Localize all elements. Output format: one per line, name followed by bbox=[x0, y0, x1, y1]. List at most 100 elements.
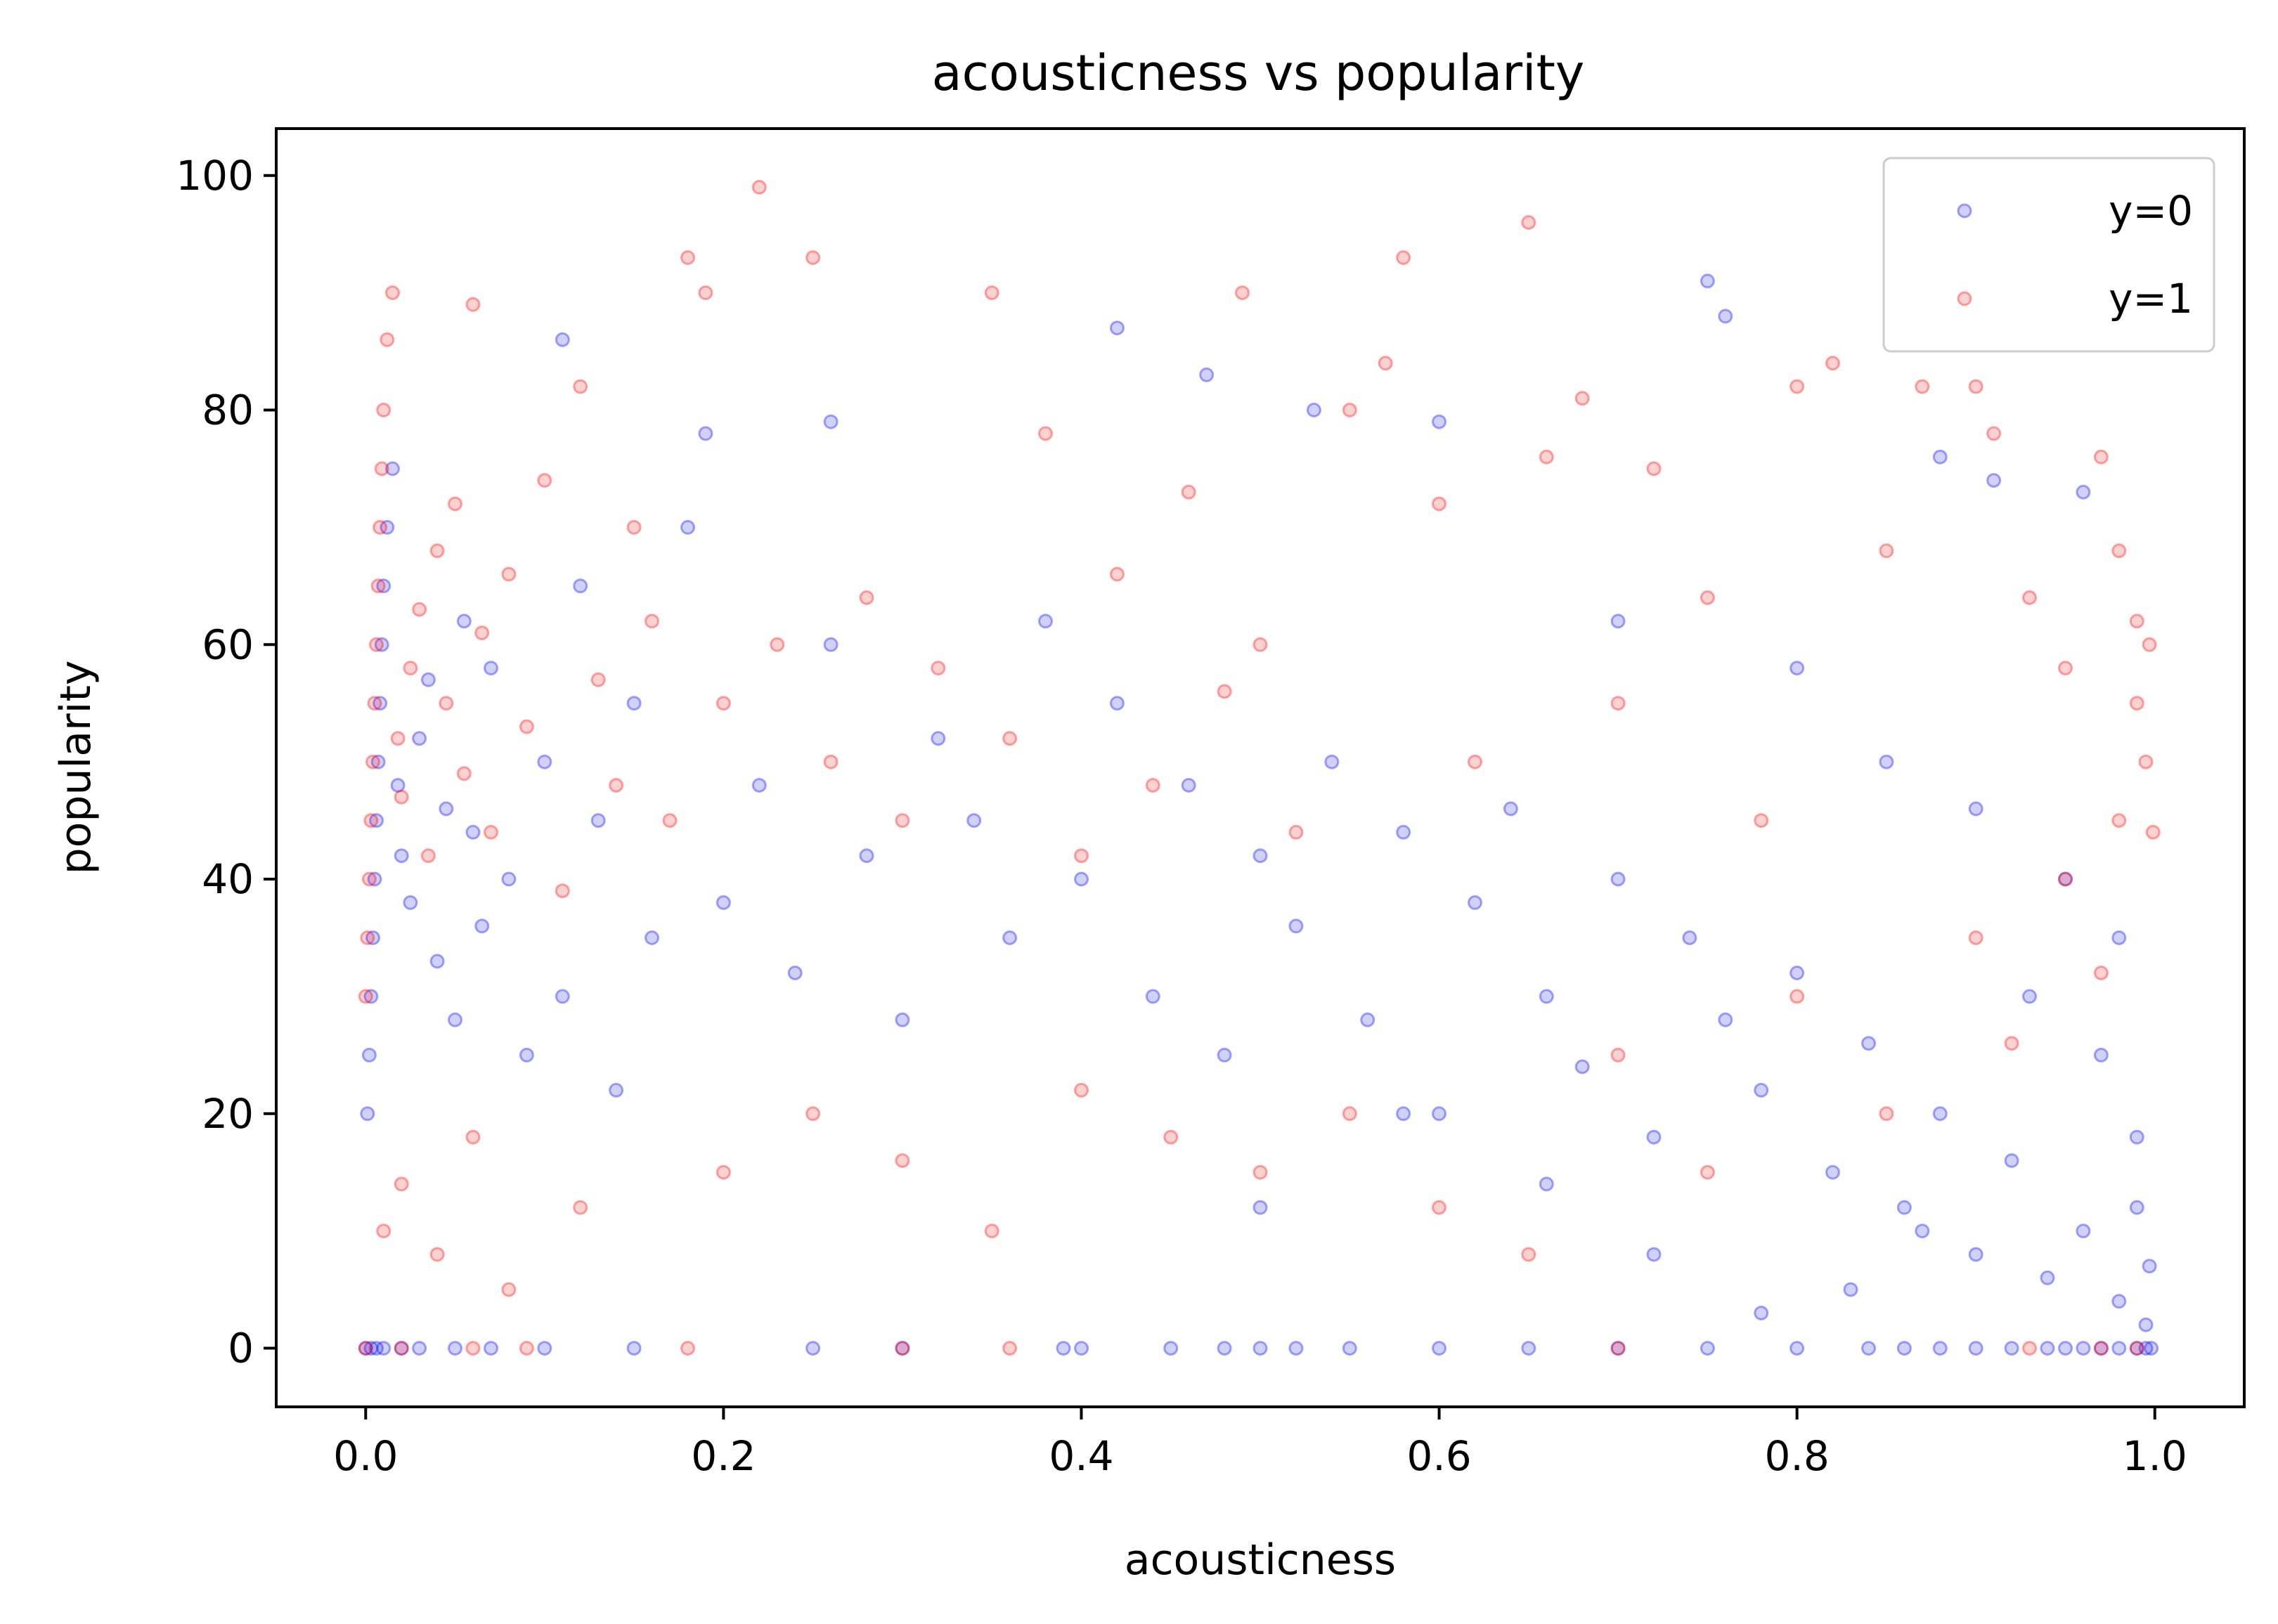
point-series-0-35 bbox=[2138, 1341, 2154, 1356]
point-series-0-2 bbox=[369, 1341, 384, 1356]
point-series-0-57 bbox=[456, 613, 472, 629]
point-series-1-35 bbox=[680, 250, 695, 266]
point-series-0-122 bbox=[1718, 308, 1733, 324]
point-series-1-65 bbox=[1646, 461, 1662, 476]
point-series-1-116 bbox=[2138, 754, 2154, 769]
point-series-1-96 bbox=[716, 1164, 731, 1180]
point-series-1-49 bbox=[1109, 566, 1125, 582]
point-series-1-51 bbox=[1181, 484, 1196, 500]
point-series-1-87 bbox=[2022, 1341, 2037, 1356]
point-series-0-87 bbox=[1288, 918, 1304, 934]
point-series-1-4 bbox=[365, 754, 380, 769]
point-series-0-138 bbox=[1646, 1247, 1662, 1262]
point-series-0-62 bbox=[519, 1047, 534, 1063]
point-series-0-48 bbox=[385, 461, 400, 476]
point-series-1-57 bbox=[1378, 356, 1393, 371]
point-series-1-56 bbox=[1342, 403, 1357, 417]
point-series-1-18 bbox=[429, 543, 445, 559]
point-series-0-4 bbox=[394, 1341, 409, 1356]
point-series-1-105 bbox=[1521, 1247, 1536, 1262]
point-series-0-17 bbox=[1288, 1341, 1304, 1356]
point-series-0-108 bbox=[2040, 1270, 2055, 1285]
point-series-1-33 bbox=[645, 613, 659, 629]
y-tick-label-4: 80 bbox=[202, 386, 254, 434]
point-series-1-109 bbox=[1879, 1106, 1894, 1122]
chart-title: acousticness vs popularity bbox=[932, 44, 1585, 102]
point-series-0-86 bbox=[1253, 848, 1268, 864]
point-series-0-45 bbox=[374, 637, 389, 652]
point-series-0-10 bbox=[805, 1341, 821, 1356]
point-series-0-95 bbox=[1574, 1059, 1590, 1074]
point-series-0-130 bbox=[2058, 871, 2073, 887]
point-series-0-68 bbox=[626, 696, 642, 711]
legend-label-1: y=1 bbox=[2109, 275, 2193, 323]
point-series-1-62 bbox=[1539, 449, 1554, 465]
point-series-1-102 bbox=[1253, 1164, 1268, 1180]
point-series-0-23 bbox=[1790, 1341, 1805, 1356]
point-series-0-96 bbox=[1610, 871, 1626, 887]
point-series-0-79 bbox=[1002, 930, 1018, 945]
point-series-1-117 bbox=[2142, 637, 2157, 652]
point-series-1-72 bbox=[1968, 379, 1983, 394]
point-series-0-49 bbox=[390, 778, 406, 793]
point-series-0-136 bbox=[1843, 1282, 1858, 1297]
point-series-1-5 bbox=[367, 696, 382, 711]
point-series-0-112 bbox=[2138, 1317, 2154, 1332]
point-series-1-8 bbox=[373, 519, 388, 535]
point-series-1-98 bbox=[895, 1153, 910, 1169]
point-series-0-52 bbox=[412, 731, 427, 746]
point-series-0-19 bbox=[1432, 1341, 1447, 1356]
point-series-1-100 bbox=[1074, 1082, 1089, 1098]
point-series-0-118 bbox=[1199, 367, 1215, 382]
x-axis-label: acousticness bbox=[1125, 1535, 1396, 1585]
point-series-0-98 bbox=[1682, 930, 1697, 945]
point-series-0-110 bbox=[2111, 1294, 2127, 1309]
point-series-0-139 bbox=[1539, 1176, 1554, 1192]
point-series-1-88 bbox=[2093, 1341, 2109, 1356]
legend-box bbox=[1882, 157, 2215, 353]
point-series-1-80 bbox=[394, 1341, 409, 1356]
point-series-1-53 bbox=[1235, 285, 1250, 301]
point-series-1-114 bbox=[2111, 813, 2127, 829]
legend-marker-1 bbox=[1957, 291, 1972, 306]
x-axis: 0.0 0.2 0.4 0.6 0.8 1.0 bbox=[333, 1407, 2187, 1480]
point-series-1-115 bbox=[2129, 696, 2144, 711]
point-series-1-15 bbox=[403, 661, 418, 676]
point-series-0-5 bbox=[412, 1341, 427, 1356]
point-series-1-2 bbox=[361, 871, 377, 887]
point-series-1-54 bbox=[1253, 637, 1268, 652]
point-series-1-106 bbox=[1610, 1047, 1626, 1063]
point-series-1-110 bbox=[1968, 930, 1983, 945]
point-series-1-81 bbox=[465, 1341, 481, 1356]
point-series-0-80 bbox=[1038, 613, 1053, 629]
point-series-0-25 bbox=[1896, 1341, 1912, 1356]
point-series-1-29 bbox=[573, 379, 588, 394]
point-series-1-31 bbox=[609, 778, 624, 793]
point-series-0-55 bbox=[439, 801, 454, 817]
point-series-0-111 bbox=[2129, 1200, 2144, 1215]
point-series-0-22 bbox=[1700, 1341, 1715, 1356]
point-series-0-71 bbox=[716, 895, 731, 910]
point-series-0-83 bbox=[1145, 989, 1160, 1004]
x-tick-label-4: 0.8 bbox=[1765, 1432, 1830, 1480]
point-series-0-9 bbox=[626, 1341, 642, 1356]
point-series-0-91 bbox=[1432, 1106, 1447, 1122]
point-series-0-92 bbox=[1468, 895, 1482, 910]
point-series-1-32 bbox=[626, 519, 642, 535]
point-series-1-30 bbox=[590, 672, 606, 687]
point-series-0-101 bbox=[1790, 966, 1805, 980]
x-tick-label-1: 0.2 bbox=[691, 1432, 756, 1480]
point-series-0-82 bbox=[1109, 696, 1125, 711]
point-series-0-64 bbox=[555, 989, 570, 1004]
point-series-0-125 bbox=[2076, 484, 2091, 500]
x-tick-label-0: 0.0 bbox=[333, 1432, 398, 1480]
point-series-1-66 bbox=[1700, 590, 1715, 605]
point-series-0-72 bbox=[751, 778, 767, 793]
point-series-1-59 bbox=[1432, 496, 1447, 512]
point-series-1-82 bbox=[519, 1341, 534, 1356]
point-series-1-84 bbox=[895, 1341, 910, 1356]
x-tick-label-5: 1.0 bbox=[2123, 1432, 2187, 1480]
point-series-1-44 bbox=[931, 661, 946, 676]
point-series-0-93 bbox=[1503, 801, 1518, 817]
point-series-0-39 bbox=[363, 989, 379, 1004]
